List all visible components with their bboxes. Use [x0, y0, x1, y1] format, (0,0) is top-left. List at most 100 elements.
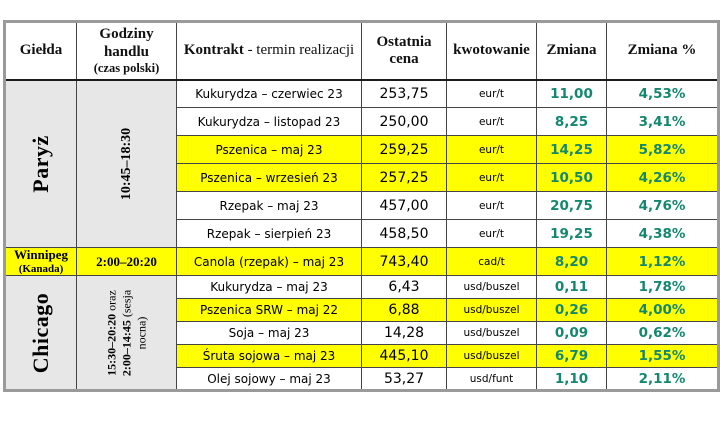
change-cell: 0,26: [536, 298, 607, 322]
exchange-cell-chicago: Chicago: [4, 275, 77, 391]
price-cell: 14,28: [361, 321, 447, 345]
table-row: Śruta sojowa – maj 23 445,10 usd/buszel …: [5, 344, 719, 368]
col-header-cena-line2: cena: [389, 50, 419, 67]
price-cell: 6,43: [361, 275, 447, 299]
table-row: Chicago 15:30–20:20 oraz 2:00–14:45 (sesj…: [4, 275, 719, 391]
contract-cell: Pszenica – maj 23: [176, 135, 362, 164]
price-cell: 53,27: [361, 367, 447, 391]
hours-range-2: 2:00–14:45: [119, 319, 133, 376]
col-header-godziny-line2: (czas polski): [93, 60, 160, 75]
commodity-table-wrap: Giełda Godziny handlu (czas polski) Kont…: [3, 20, 720, 392]
hours-text: 10:45–18:30: [118, 127, 134, 200]
col-header-kontrakt-bold: Kontrakt: [183, 42, 244, 59]
contract-cell: Olej sojowy – maj 23: [176, 367, 362, 391]
hours-cell-winnipeg: 2:00–20:20: [76, 247, 177, 276]
change-pct-cell: 4,00%: [606, 298, 719, 322]
hours-cell-paris: 10:45–18:30: [76, 79, 177, 248]
change-pct-cell: 4,38%: [606, 219, 719, 248]
hours-text: 15:30–20:20 oraz 2:00–14:45 (sesja nocna): [104, 289, 149, 375]
change-cell: 1,10: [536, 367, 607, 391]
change-cell: 8,20: [536, 247, 607, 276]
quote-cell: eur/t: [446, 135, 537, 164]
contract-cell: Pszenica – wrzesień 23: [176, 163, 362, 192]
quote-cell: cad/t: [446, 247, 537, 276]
quote-cell: eur/t: [446, 219, 537, 248]
exchange-name: Winnipeg: [14, 247, 68, 263]
change-pct-cell: 5,82%: [606, 135, 719, 164]
quote-cell: usd/buszel: [446, 321, 537, 345]
change-cell: 10,50: [536, 163, 607, 192]
contract-cell: Kukurydza – maj 23: [176, 275, 362, 299]
change-pct-cell: 4,76%: [606, 191, 719, 220]
contract-cell: Pszenica SRW – maj 22: [176, 298, 362, 322]
quote-cell: eur/t: [446, 191, 537, 220]
quote-cell: usd/buszel: [446, 344, 537, 368]
col-header-kontrakt-rest: - termin realizacji: [243, 42, 355, 59]
quote-cell: usd/buszel: [446, 298, 537, 322]
change-cell: 20,75: [536, 191, 607, 220]
change-pct-cell: 3,41%: [606, 107, 719, 136]
quote-cell: usd/funt: [446, 367, 537, 391]
exchange-cell-winnipeg: Winnipeg (Kanada): [4, 247, 77, 276]
col-header-zmiana: Zmiana: [536, 21, 607, 81]
col-header-kontrakt: Kontrakt - termin realizacji: [176, 21, 362, 81]
change-pct-cell: 4,53%: [606, 79, 719, 108]
contract-cell: Kukurydza – listopad 23: [176, 107, 362, 136]
commodity-futures-table: Giełda Godziny handlu (czas polski) Kont…: [3, 20, 720, 392]
contract-cell: Canola (rzepak) – maj 23: [176, 247, 362, 276]
quote-cell: eur/t: [446, 79, 537, 108]
contract-cell: Rzepak – maj 23: [176, 191, 362, 220]
table-row: Kukurydza – listopad 23 250,00 eur/t 8,2…: [5, 107, 719, 136]
col-header-gielda: Giełda: [4, 21, 77, 81]
table-row: Pszenica – wrzesień 23 257,25 eur/t 10,5…: [5, 163, 719, 192]
change-cell: 0,11: [536, 275, 607, 299]
hours-conjunction: oraz: [104, 289, 118, 311]
col-header-zmiana-pct: Zmiana %: [606, 21, 719, 81]
col-header-godziny-line1: Godziny handlu: [99, 26, 154, 60]
change-cell: 14,25: [536, 135, 607, 164]
exchange-cell-paris: Paryż: [4, 79, 77, 248]
col-header-cena: Ostatnia cena: [361, 21, 447, 81]
contract-cell: Rzepak – sierpień 23: [176, 219, 362, 248]
price-cell: 257,25: [361, 163, 447, 192]
price-cell: 250,00: [361, 107, 447, 136]
contract-cell: Kukurydza – czerwiec 23: [176, 79, 362, 108]
exchange-name: Chicago: [28, 292, 53, 373]
change-pct-cell: 1,12%: [606, 247, 719, 276]
change-pct-cell: 0,62%: [606, 321, 719, 345]
change-cell: 19,25: [536, 219, 607, 248]
table-row: Rzepak – sierpień 23 458,50 eur/t 19,25 …: [5, 219, 719, 248]
price-cell: 259,25: [361, 135, 447, 164]
col-header-godziny: Godziny handlu (czas polski): [76, 21, 177, 81]
change-cell: 11,00: [536, 79, 607, 108]
change-pct-cell: 1,78%: [606, 275, 719, 299]
change-pct-cell: 2,11%: [606, 367, 719, 391]
table-row: Paryż 10:45–18:30 Kukurydza – czerwiec 2…: [4, 79, 719, 248]
table-row: Winnipeg (Kanada) 2:00–20:20 Canola (rze…: [4, 247, 719, 276]
change-cell: 8,25: [536, 107, 607, 136]
hours-note-1: (sesja: [119, 289, 133, 317]
change-cell: 6,79: [536, 344, 607, 368]
quote-cell: eur/t: [446, 163, 537, 192]
contract-cell: Śruta sojowa – maj 23: [176, 344, 362, 368]
quote-cell: usd/buszel: [446, 275, 537, 299]
price-cell: 458,50: [361, 219, 447, 248]
quote-cell: eur/t: [446, 107, 537, 136]
exchange-name: Paryż: [28, 135, 53, 193]
col-header-kwotowanie: kwotowanie: [446, 21, 537, 81]
change-pct-cell: 1,55%: [606, 344, 719, 368]
hours-note-2: nocna): [134, 316, 148, 349]
price-cell: 457,00: [361, 191, 447, 220]
col-header-cena-line1: Ostatnia: [376, 33, 432, 50]
price-cell: 743,40: [361, 247, 447, 276]
change-cell: 0,09: [536, 321, 607, 345]
hours-cell-chicago: 15:30–20:20 oraz 2:00–14:45 (sesja nocna): [76, 275, 177, 391]
price-cell: 445,10: [361, 344, 447, 368]
table-row: Rzepak – maj 23 457,00 eur/t 20,75 4,76%: [5, 191, 719, 220]
table-row: Olej sojowy – maj 23 53,27 usd/funt 1,10…: [5, 367, 719, 391]
price-cell: 6,88: [361, 298, 447, 322]
change-pct-cell: 4,26%: [606, 163, 719, 192]
table-row: Soja – maj 23 14,28 usd/buszel 0,09 0,62…: [5, 321, 719, 345]
contract-cell: Soja – maj 23: [176, 321, 362, 345]
hours-range-1: 15:30–20:20: [104, 313, 118, 376]
